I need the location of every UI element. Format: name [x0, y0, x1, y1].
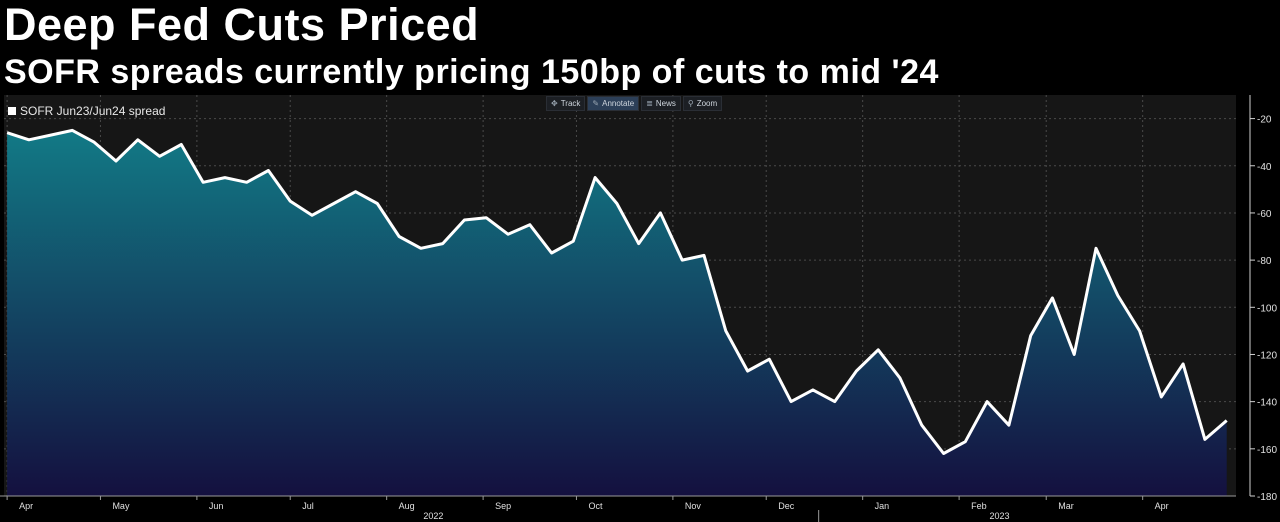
y-tick-label: -100 — [1257, 303, 1277, 314]
y-tick-label: -40 — [1257, 162, 1272, 173]
news-icon: ≣ — [646, 99, 653, 108]
x-tick-label: Dec — [778, 501, 795, 511]
zoom-button[interactable]: ⚲ Zoom — [682, 96, 723, 111]
y-axis: -20 -40 -60 -80 -100 -120 -140 -160 -180 — [1236, 95, 1280, 522]
y-tick-label: -80 — [1257, 256, 1272, 267]
annotate-label: Annotate — [602, 99, 635, 108]
x-tick-label: Jun — [209, 501, 224, 511]
x-tick-label: Apr — [19, 501, 33, 511]
series-area-fill — [7, 130, 1227, 496]
pencil-icon: ✎ — [592, 99, 600, 108]
legend-swatch — [8, 107, 16, 115]
y-tick-label: -160 — [1257, 445, 1277, 456]
news-label: News — [655, 99, 676, 108]
y-tick-label: -120 — [1257, 350, 1277, 361]
magnifier-icon: ⚲ — [687, 99, 694, 108]
x-tick-label: Nov — [685, 501, 702, 511]
x-axis-background — [0, 496, 1236, 522]
x-tick-label: Oct — [588, 501, 603, 511]
annotate-button[interactable]: ✎ Annotate — [587, 96, 640, 111]
x-tick-label: Feb — [971, 501, 987, 511]
x-tick-label: Jan — [875, 501, 890, 511]
x-tick-label: Apr — [1155, 501, 1169, 511]
chart-subtitle: SOFR spreads currently pricing 150bp of … — [4, 53, 939, 91]
x-tick-label: May — [112, 501, 130, 511]
chart-area: -20 -40 -60 -80 -100 -120 -140 -160 -180 Apr May J… — [0, 95, 1280, 522]
series-line — [6, 128, 1228, 455]
legend-label: SOFR Jun23/Jun24 spread — [20, 104, 166, 118]
legend: SOFR Jun23/Jun24 spread — [8, 104, 165, 118]
zoom-label: Zoom — [696, 99, 718, 108]
y-axis-background — [1236, 95, 1280, 522]
year-label: 2022 — [423, 511, 443, 521]
x-tick-label: Aug — [399, 501, 415, 511]
y-tick-label: -60 — [1257, 209, 1272, 220]
y-tick-label: -20 — [1257, 115, 1272, 126]
chart-title: Deep Fed Cuts Priced — [4, 0, 480, 50]
y-tick-label: -140 — [1257, 398, 1277, 409]
year-label: 2023 — [990, 511, 1010, 521]
track-label: Track — [560, 99, 581, 108]
x-tick-label: Mar — [1058, 501, 1074, 511]
news-button[interactable]: ≣ News — [641, 96, 681, 111]
chart-toolbar: ✥ Track ✎ Annotate ≣ News ⚲ Zoom — [546, 96, 723, 111]
y-tick-label: -180 — [1257, 492, 1277, 503]
track-button[interactable]: ✥ Track — [546, 96, 586, 111]
crosshair-icon: ✥ — [551, 99, 558, 108]
x-tick-label: Jul — [302, 501, 314, 511]
x-tick-label: Sep — [495, 501, 511, 511]
x-axis: Apr May Jun Jul Aug Sep Oct Nov Dec Jan Feb Mar Apr 2… — [0, 495, 1236, 522]
